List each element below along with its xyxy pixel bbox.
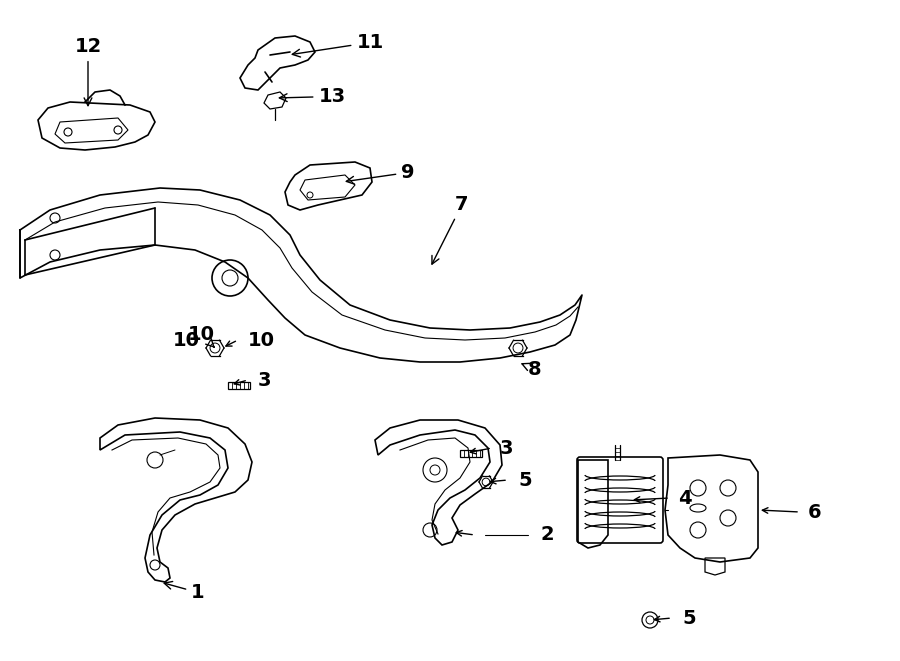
Text: 13: 13 xyxy=(279,87,346,106)
Text: 6: 6 xyxy=(808,502,822,522)
Text: 11: 11 xyxy=(292,33,383,57)
Text: 3: 3 xyxy=(500,438,514,457)
Text: 5: 5 xyxy=(682,609,696,627)
Text: 1: 1 xyxy=(164,582,205,602)
Text: 9: 9 xyxy=(346,163,415,184)
Text: 12: 12 xyxy=(75,37,102,106)
Text: 10: 10 xyxy=(248,330,275,350)
Text: 10: 10 xyxy=(188,325,215,347)
Text: 3: 3 xyxy=(258,371,272,389)
Text: 10: 10 xyxy=(173,330,200,350)
Text: 4: 4 xyxy=(678,488,691,508)
Text: 5: 5 xyxy=(518,471,532,490)
Text: 7: 7 xyxy=(432,195,469,264)
Text: 8: 8 xyxy=(522,360,542,379)
Text: 2: 2 xyxy=(540,525,554,545)
